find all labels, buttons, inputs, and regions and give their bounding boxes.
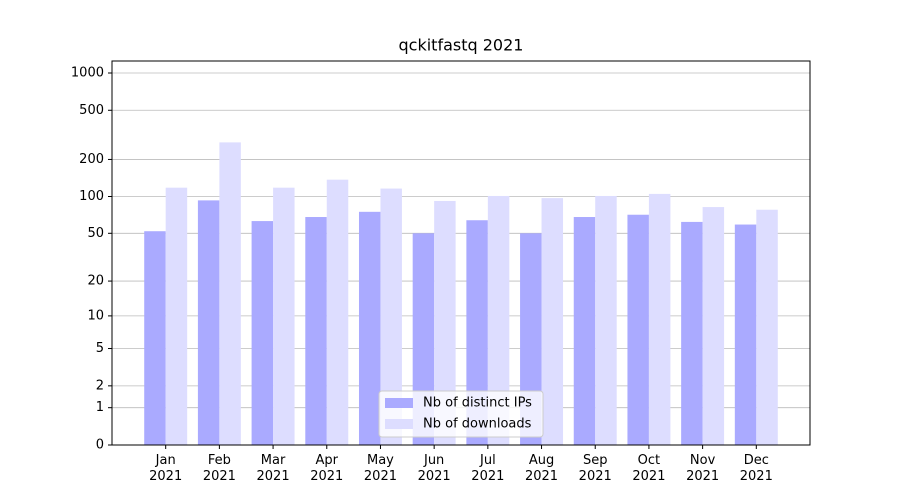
bar [305, 217, 327, 445]
bar [573, 217, 596, 445]
x-tick-label: Dec 2021 [739, 453, 773, 484]
bar [165, 187, 188, 446]
bar [219, 142, 241, 445]
plot-area [112, 72, 810, 446]
y-tick-label: 1000 [71, 66, 104, 81]
bar [466, 220, 488, 445]
bar [358, 211, 381, 445]
bar [541, 198, 564, 445]
y-tick-label: 200 [79, 152, 104, 167]
chart-title: qckitfastq 2021 [399, 36, 524, 55]
bar [144, 231, 166, 445]
x-tick-label: Jan 2021 [149, 453, 183, 484]
bar [702, 207, 725, 445]
y-tick-label: 5 [96, 341, 104, 356]
x-tick-label: Jun 2021 [417, 453, 451, 484]
legend-swatch [385, 419, 413, 429]
bar [595, 195, 617, 445]
x-tick-label: Sep 2021 [578, 453, 612, 484]
bar [681, 221, 703, 445]
x-tick-label: Oct 2021 [632, 453, 666, 484]
axes-frame [111, 60, 811, 446]
y-tick-label: 0 [96, 438, 104, 453]
y-tick-label: 100 [79, 189, 104, 204]
y-tick-label: 50 [87, 226, 104, 241]
y-tick-label: 2 [96, 378, 104, 393]
bar [648, 193, 671, 445]
y-tick-label: 20 [87, 274, 104, 289]
y-tick-label: 10 [87, 308, 104, 323]
x-tick-label: May 2021 [363, 453, 397, 484]
bar [734, 224, 757, 445]
bar [756, 209, 778, 445]
x-tick-label: Mar 2021 [256, 453, 290, 484]
bar [380, 188, 402, 445]
legend-box [378, 390, 544, 438]
bar [627, 214, 649, 445]
bar [251, 221, 274, 445]
y-tick-label: 500 [79, 103, 104, 118]
y-tick-label: 1 [96, 400, 104, 415]
x-tick-label: Jul 2021 [471, 453, 505, 484]
x-tick-label: Aug 2021 [524, 453, 559, 484]
x-tick-label: Feb 2021 [202, 453, 236, 484]
x-tick-label: Nov 2021 [686, 453, 720, 484]
bar [273, 187, 295, 446]
legend-label: Nb of distinct IPs [423, 396, 532, 411]
bar [197, 200, 220, 445]
legend-label: Nb of downloads [423, 417, 532, 432]
legend-swatch [385, 398, 413, 408]
x-tick-label: Apr 2021 [310, 453, 344, 484]
bar [434, 200, 456, 445]
bar [487, 195, 510, 445]
bar [326, 179, 349, 445]
